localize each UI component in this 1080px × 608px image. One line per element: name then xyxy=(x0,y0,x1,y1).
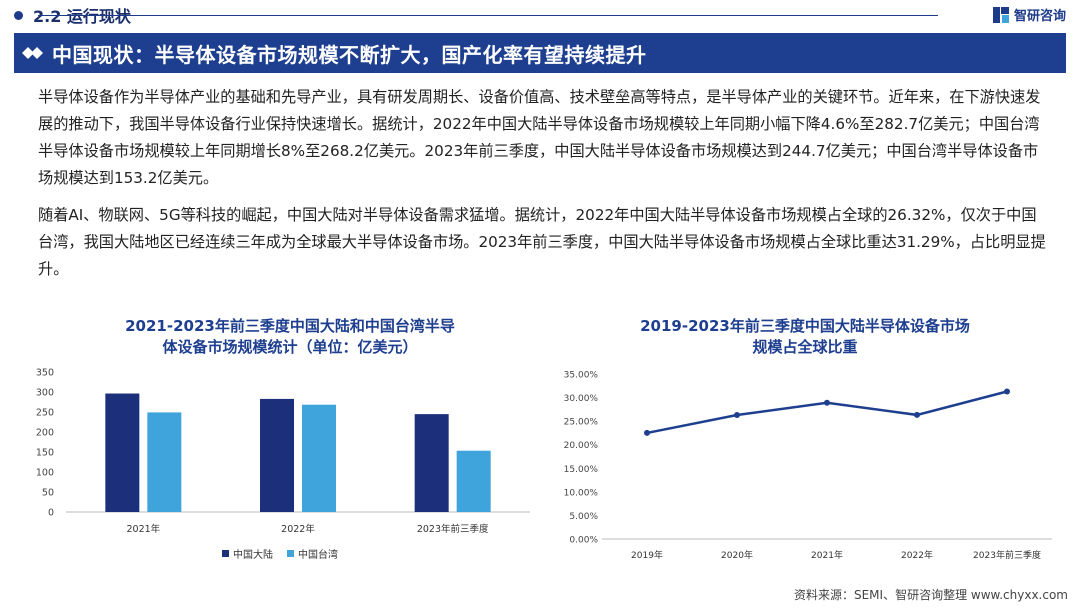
y-tick-label: 15.00% xyxy=(564,465,599,475)
y-tick-label: 0.00% xyxy=(569,536,598,546)
y-tick-label: 25.00% xyxy=(564,418,599,428)
y-tick-label: 30.00% xyxy=(564,394,599,404)
y-tick-label: 250 xyxy=(36,408,54,419)
y-tick-label: 0 xyxy=(48,508,54,519)
data-point xyxy=(734,412,740,419)
data-point xyxy=(1004,388,1010,395)
y-tick-label: 10.00% xyxy=(564,488,599,498)
bar-taiwan xyxy=(147,412,182,512)
headline-banner: 中国现状：半导体设备市场规模不断扩大，国产化率有望持续提升 xyxy=(14,33,1066,73)
header-divider xyxy=(38,15,938,16)
paragraph-market-overview: 半导体设备作为半导体产业的基础和先导产业，具有研发周期长、设备价值高、技术壁垒高… xyxy=(38,88,1041,187)
line-chart: 0.00% 5.00% 10.00% 15.00% 20.00% 25.00% 30.00%… xyxy=(564,371,1052,561)
line-chart-title: 2019-2023年前三季度中国大陆半导体设备市场 规模占全球比重 xyxy=(555,316,1055,358)
legend-swatch-taiwan xyxy=(287,550,294,557)
bar-chart-title-line: 体设备市场规模统计（单位：亿美元） xyxy=(162,338,418,356)
source-note: 资料来源：SEMI、智研咨询整理 www.chyxx.com xyxy=(793,588,1068,602)
brand-name: 智研咨询 xyxy=(1013,9,1066,24)
data-point xyxy=(644,429,650,436)
bar-mainland xyxy=(105,393,140,512)
section-title: 2.2 运行现状 xyxy=(33,7,131,26)
bullet-dot-icon xyxy=(14,10,23,20)
legend-swatch-mainland xyxy=(222,550,229,557)
line-chart-title-line: 2019-2023年前三季度中国大陆半导体设备市场 xyxy=(640,317,970,335)
bar-taiwan xyxy=(456,450,491,512)
brand-logo-icon xyxy=(992,6,1009,23)
legend-label: 中国大陆 xyxy=(233,550,273,561)
bar-mainland xyxy=(414,414,449,512)
bar-mainland xyxy=(260,398,294,512)
brand-logo: 智研咨询 xyxy=(992,5,1066,24)
y-tick-label: 20.00% xyxy=(564,441,599,451)
x-tick-label: 2019年 xyxy=(631,549,663,561)
legend-item: 中国大陆 xyxy=(222,546,273,561)
y-tick-label: 5.00% xyxy=(569,512,598,522)
data-point xyxy=(824,399,830,406)
legend-label: 中国台湾 xyxy=(298,550,338,561)
y-tick-label: 50 xyxy=(42,488,54,499)
bar-taiwan xyxy=(302,404,336,512)
bar-chart-title-line: 2021-2023年前三季度中国大陆和中国台湾半导 xyxy=(125,317,455,335)
y-tick-label: 150 xyxy=(36,448,54,459)
x-tick-label: 2021年 xyxy=(811,549,843,561)
y-tick-label: 350 xyxy=(36,368,54,379)
data-point xyxy=(914,411,920,418)
x-tick-label: 2022年 xyxy=(901,549,933,561)
x-tick-label: 2023年前三季度 xyxy=(417,523,489,535)
y-tick-label: 35.00% xyxy=(564,371,599,381)
bar-chart-legend: 中国大陆 中国台湾 xyxy=(222,546,352,561)
x-tick-label: 2023年前三季度 xyxy=(973,549,1041,561)
headline-title: 中国现状：半导体设备市场规模不断扩大，国产化率有望持续提升 xyxy=(52,42,647,67)
x-tick-label: 2022年 xyxy=(281,523,315,535)
x-tick-label: 2021年 xyxy=(126,523,160,535)
y-tick-label: 300 xyxy=(36,388,54,399)
x-tick-label: 2020年 xyxy=(721,549,753,561)
paragraph-global-share: 随着AI、物联网、5G等科技的崛起，中国大陆对半导体设备需求猛增。据统计，202… xyxy=(38,206,1046,278)
bar-chart: 0 50 100 150 200 250 300 350 2021年 2022年 2023年前三季度 xyxy=(36,368,530,535)
series-line xyxy=(646,390,1008,435)
y-tick-label: 100 xyxy=(36,468,54,479)
section-header: 2.2 运行现状 xyxy=(14,4,131,26)
legend-item: 中国台湾 xyxy=(287,546,338,561)
double-diamond-icon xyxy=(22,47,43,59)
line-chart-title-line: 规模占全球比重 xyxy=(752,338,858,356)
y-tick-label: 200 xyxy=(36,428,54,439)
bar-chart-title: 2021-2023年前三季度中国大陆和中国台湾半导 体设备市场规模统计（单位：亿… xyxy=(60,316,520,358)
